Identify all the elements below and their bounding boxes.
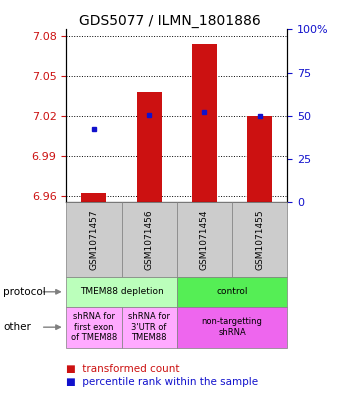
Text: non-targetting
shRNA: non-targetting shRNA	[202, 318, 262, 337]
Text: shRNA for
3'UTR of
TMEM88: shRNA for 3'UTR of TMEM88	[128, 312, 170, 342]
Bar	[82, 193, 106, 202]
Text: shRNA for
first exon
of TMEM88: shRNA for first exon of TMEM88	[71, 312, 117, 342]
Bar	[192, 44, 217, 202]
Text: protocol: protocol	[3, 287, 46, 297]
Text: ■  percentile rank within the sample: ■ percentile rank within the sample	[66, 377, 258, 387]
Text: TMEM88 depletion: TMEM88 depletion	[80, 287, 164, 296]
Text: GSM1071456: GSM1071456	[145, 209, 154, 270]
Text: GSM1071455: GSM1071455	[255, 209, 264, 270]
Text: other: other	[3, 322, 31, 332]
Bar	[137, 92, 162, 202]
Text: ■  transformed count: ■ transformed count	[66, 364, 180, 373]
Text: GSM1071454: GSM1071454	[200, 209, 209, 270]
Bar	[247, 116, 272, 202]
Text: GSM1071457: GSM1071457	[89, 209, 98, 270]
Text: control: control	[216, 287, 248, 296]
Text: GDS5077 / ILMN_1801886: GDS5077 / ILMN_1801886	[79, 14, 261, 28]
